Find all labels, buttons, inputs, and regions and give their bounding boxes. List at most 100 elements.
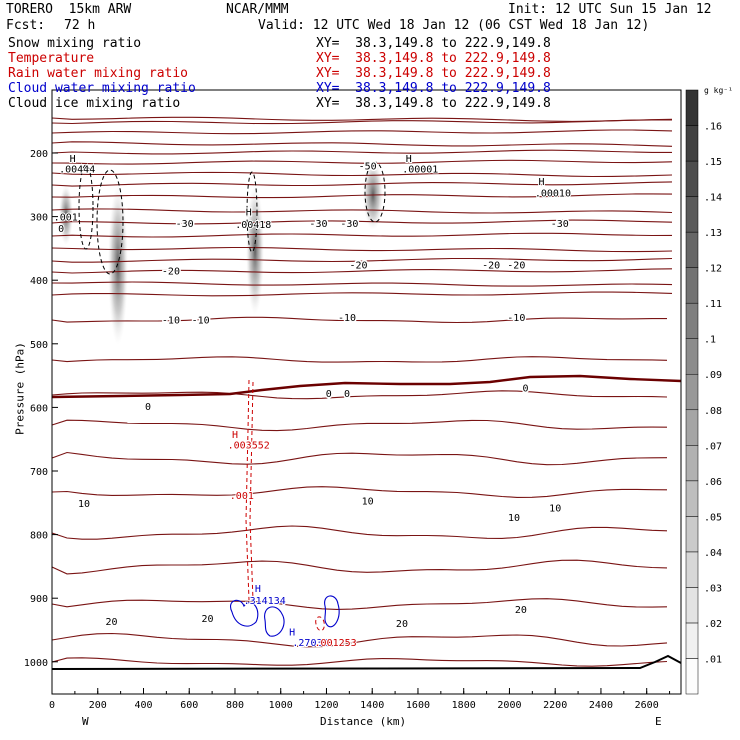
plot-frame xyxy=(51,89,682,695)
isotherm-line-6 xyxy=(51,171,673,178)
x-tick-label: 0 xyxy=(49,700,55,711)
isotherm-label: 0 xyxy=(326,389,332,400)
valid-time: Valid: 12 UTC Wed 18 Jan 12 (06 CST Wed … xyxy=(258,18,650,33)
isotherm-label: 20 xyxy=(515,605,527,616)
isotherm-wave-0 xyxy=(51,316,667,324)
colorbar-tick-label: .13 xyxy=(704,228,722,239)
colorbar-cell xyxy=(685,89,699,126)
x-tick-label: 1000 xyxy=(269,700,293,711)
ice-contour-east xyxy=(364,161,386,223)
snow-shading xyxy=(59,160,383,345)
isotherm-label: -30 xyxy=(340,219,358,230)
x-tick-label: 2600 xyxy=(635,700,659,711)
maximum-label: H xyxy=(246,208,252,219)
colorbar-cell xyxy=(685,658,699,695)
colorbar-cell xyxy=(685,587,699,624)
y-axis-label: Pressure (hPa) xyxy=(13,342,27,435)
isotherm-line-13 xyxy=(51,257,673,263)
maximum-label: H xyxy=(70,154,76,165)
isotherm-line-1 xyxy=(51,119,673,125)
plot-border xyxy=(51,89,682,695)
isotherm-wave-5 xyxy=(51,486,668,498)
legend-snow-xy: XY= 38.3,149.8 to 222.9,149.8 xyxy=(316,36,551,51)
init-time: Init: 12 UTC Sun 15 Jan 12 xyxy=(508,2,712,17)
isotherm-line-3 xyxy=(51,141,673,147)
isotherm-label: -20 xyxy=(349,260,367,271)
colorbar-tick-label: .06 xyxy=(704,477,722,488)
hydrometeor-contours xyxy=(78,161,386,637)
colorbar-tick-label: .05 xyxy=(704,512,722,523)
maximum-label: .00010 xyxy=(535,188,571,199)
isotherm-label: 20 xyxy=(396,619,408,630)
colorbar-cell xyxy=(685,302,699,339)
x-tick-label: 1400 xyxy=(360,700,384,711)
x-axis-label: Distance (km) xyxy=(320,715,407,728)
maximum-label: H xyxy=(232,430,238,441)
isotherm-label: -30 xyxy=(176,219,194,230)
snow-contour-west xyxy=(96,169,124,275)
colorbar-tick-label: .1 xyxy=(704,335,716,346)
isotherm-wave-10 xyxy=(51,657,668,667)
colorbar-tick-label: .15 xyxy=(704,157,722,168)
legend-cloud-water: Cloud water mixing ratio xyxy=(8,81,196,96)
isotherm-wave-7 xyxy=(51,559,668,575)
isotherm-wave-4 xyxy=(51,451,668,466)
isotherm-label: -50 xyxy=(359,162,377,173)
x-tick-label: 2200 xyxy=(543,700,567,711)
forecast-label: Fcst: xyxy=(6,18,46,33)
snow-contour-mid xyxy=(246,171,258,253)
isotherm-line-0 xyxy=(51,116,673,122)
isotherm-wave-1 xyxy=(51,356,668,363)
legend-snow: Snow mixing ratio xyxy=(8,36,142,51)
colorbar-cell xyxy=(685,480,699,517)
maximum-label: .001 xyxy=(230,491,254,502)
isotherm-label: -20 xyxy=(162,267,180,278)
colorbar-tick-label: .07 xyxy=(704,441,722,452)
y-tick-label: 600 xyxy=(30,403,48,414)
maximum-label: .00001 xyxy=(402,164,438,175)
snow-shade-3 xyxy=(59,185,73,245)
isotherm-label: -10 xyxy=(192,316,210,327)
maximum-label: .001 xyxy=(54,213,78,224)
x-tick-label: 2400 xyxy=(589,700,613,711)
colorbar-tick-label: .01 xyxy=(704,654,722,665)
y-tick-label: 900 xyxy=(30,594,48,605)
surface-line xyxy=(51,654,682,670)
isotherm-wave-8 xyxy=(51,598,668,610)
legend-rain-xy: XY= 38.3,149.8 to 222.9,149.8 xyxy=(316,66,551,81)
maximum-label: H xyxy=(538,177,544,188)
x-tick-label: 600 xyxy=(180,700,198,711)
isotherm-line-8 xyxy=(51,193,673,199)
legend-temperature: Temperature xyxy=(8,51,95,66)
colorbar-tick-label: .09 xyxy=(704,370,722,381)
isotherm-labels: -30 -30 -30 -30 -20 -20 -20 -20 -10 -10 -10 -10 0 0 0 0… xyxy=(76,160,570,631)
isotherm-label: 0 xyxy=(145,402,151,413)
x-tick-label: 200 xyxy=(89,700,107,711)
isotherm-label: 10 xyxy=(549,503,561,514)
cloud-water-contour-1 xyxy=(230,599,259,627)
cloud-water-contour-3 xyxy=(324,595,340,628)
isotherm-wave-2 xyxy=(51,390,668,400)
colorbar-cell xyxy=(685,267,699,304)
east-label: E xyxy=(655,715,662,728)
maximum-label: H xyxy=(255,584,261,595)
rain-contour-left xyxy=(245,379,250,601)
organization: NCAR/MMM xyxy=(226,2,289,17)
maximum-label: .314134 xyxy=(244,596,286,607)
temperature-isotherms xyxy=(51,116,682,670)
y-tick-label: 800 xyxy=(30,531,48,542)
colorbar-tick-label: .03 xyxy=(704,583,722,594)
isotherm-label: -30 xyxy=(309,219,327,230)
maxima-labels: H.00444.0010HH.00001HH.001HH.00418.00010… xyxy=(53,153,572,650)
x-tick-label: 1800 xyxy=(452,700,476,711)
colorbar-cell xyxy=(685,373,699,411)
isotherm-label: -30 xyxy=(551,219,569,230)
y-tick-label: 1000 xyxy=(24,658,48,669)
snow-shade-1 xyxy=(246,185,264,315)
legend-cloud-ice-xy: XY= 38.3,149.8 to 222.9,149.8 xyxy=(316,96,551,111)
maximum-label: 0 xyxy=(58,224,64,235)
colorbar-cell xyxy=(685,516,699,553)
isotherm-line-7 xyxy=(51,181,673,187)
x-tick-label: 2000 xyxy=(497,700,521,711)
